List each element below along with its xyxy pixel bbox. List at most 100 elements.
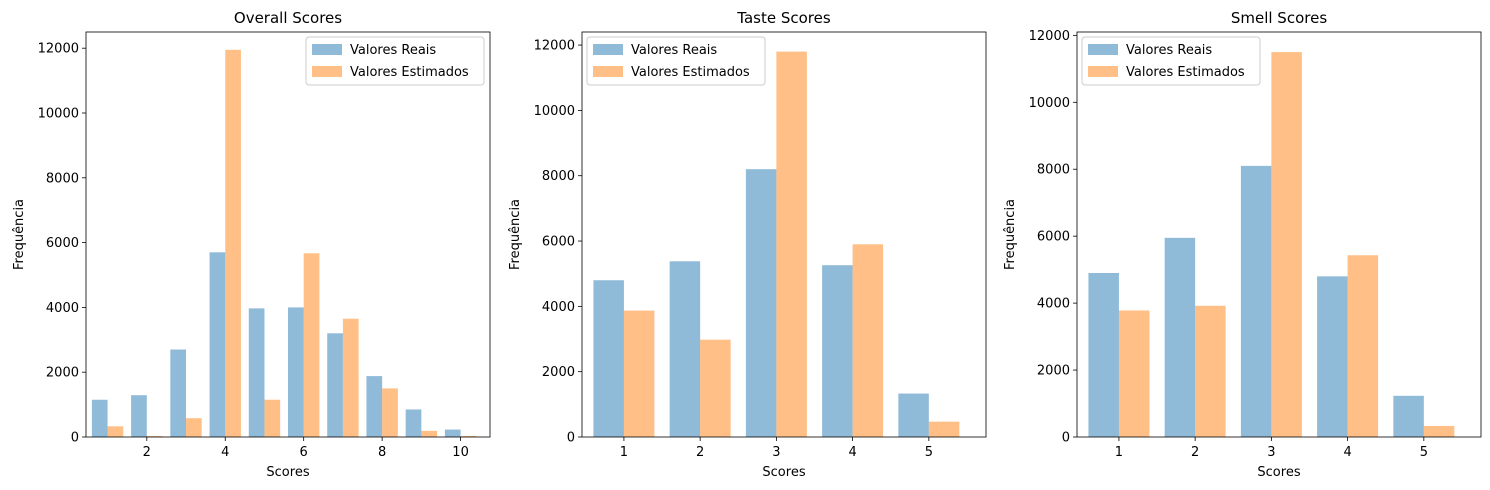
bar-real-7	[327, 333, 343, 437]
y-tick-label: 4000	[1037, 297, 1070, 312]
x-axis-label: Scores	[762, 465, 805, 480]
legend-label-estimated: Valores Estimados	[350, 65, 469, 80]
y-tick-label: 8000	[46, 171, 79, 186]
legend-swatch-estimated	[593, 66, 623, 77]
y-tick-label: 12000	[1029, 29, 1070, 44]
legend-box	[305, 36, 485, 86]
x-tick-label: 3	[772, 445, 780, 460]
x-tick-label: 5	[925, 445, 933, 460]
x-axis-label: Scores	[266, 465, 309, 480]
bar-estimated-5	[928, 421, 960, 437]
bar-estimated-3	[1271, 52, 1302, 437]
legend-swatch-real	[593, 44, 623, 55]
legend-swatch-real	[312, 44, 342, 55]
bar-real-4	[822, 265, 853, 437]
bar-estimated-4	[225, 49, 241, 437]
legend-label-real: Valores Reais	[631, 43, 717, 58]
x-tick-label: 4	[221, 445, 229, 460]
bar-real-1	[1088, 272, 1119, 437]
y-tick-label: 2000	[46, 366, 79, 381]
chart-title: Overall Scores	[234, 9, 342, 27]
y-axis-label: Frequência	[1003, 199, 1018, 270]
axes-frame	[85, 31, 491, 438]
bar-estimated-2	[1195, 305, 1226, 437]
y-tick-label: 0	[71, 431, 79, 446]
chart-title: Smell Scores	[1231, 9, 1327, 27]
bar-real-2	[131, 395, 147, 437]
bar-real-8	[366, 376, 383, 437]
y-tick-label: 6000	[542, 235, 575, 250]
bar-estimated-2	[146, 436, 163, 437]
y-tick-label: 0	[567, 431, 575, 446]
bar-estimated-1	[107, 426, 124, 437]
bar-real-3	[1240, 165, 1272, 437]
bar-estimated-4	[1347, 255, 1379, 437]
bar-estimated-5	[1423, 425, 1455, 437]
bar-estimated-8	[382, 388, 398, 437]
bar-real-2	[1164, 237, 1196, 437]
bar-real-2	[669, 261, 701, 437]
bar-estimated-3	[186, 418, 202, 437]
legend-box	[586, 36, 766, 86]
x-tick-label: 3	[1267, 445, 1275, 460]
legend-swatch-estimated	[312, 66, 342, 77]
legend-box	[1081, 36, 1261, 86]
y-tick-label: 10000	[38, 107, 79, 122]
bar-real-5	[898, 393, 929, 437]
bar-real-6	[288, 307, 304, 437]
y-tick-label: 8000	[542, 169, 575, 184]
y-axis-label: Frequência	[12, 199, 27, 270]
bar-real-1	[593, 280, 624, 437]
bar-real-4	[209, 252, 226, 437]
x-tick-label: 8	[378, 445, 386, 460]
y-tick-label: 12000	[38, 42, 79, 57]
y-tick-label: 4000	[46, 301, 79, 316]
bar-estimated-1	[1118, 310, 1150, 437]
x-tick-label: 5	[1420, 445, 1428, 460]
bar-real-4	[1317, 276, 1348, 437]
x-tick-label: 10	[452, 445, 469, 460]
bar-estimated-6	[303, 253, 320, 437]
y-tick-label: 10000	[534, 104, 575, 119]
legend-label-real: Valores Reais	[1126, 43, 1212, 58]
bar-real-3	[745, 169, 777, 437]
legend: Valores Reais Valores Estimados	[586, 36, 766, 86]
x-tick-label: 6	[300, 445, 308, 460]
axes-frame	[1076, 31, 1482, 438]
y-tick-label: 8000	[1037, 163, 1070, 178]
bar-real-5	[248, 308, 265, 437]
y-tick-label: 2000	[542, 365, 575, 380]
bar-estimated-10	[460, 436, 477, 437]
y-axis-label: Frequência	[508, 199, 523, 270]
x-tick-label: 2	[143, 445, 151, 460]
x-tick-label: 4	[848, 445, 856, 460]
bar-estimated-3	[776, 51, 807, 437]
bar-real-10	[444, 429, 461, 437]
y-tick-label: 4000	[542, 300, 575, 315]
chart-title: Taste Scores	[736, 9, 831, 27]
y-tick-label: 0	[1062, 431, 1070, 446]
bar-estimated-9	[421, 430, 438, 437]
chart-3: 0 2000 4000 6000 8000 10000 12000 1 2 3 4 5 Smell Sc…	[1003, 9, 1482, 480]
bar-estimated-2	[700, 339, 731, 437]
legend-label-estimated: Valores Estimados	[1126, 65, 1245, 80]
y-tick-label: 6000	[46, 236, 79, 251]
bar-real-1	[91, 399, 108, 437]
bar-estimated-1	[623, 310, 655, 437]
x-tick-label: 1	[620, 445, 628, 460]
legend-label-real: Valores Reais	[350, 43, 436, 58]
chart-1: 0 2000 4000 6000 8000 10000 12000 2 4 6 8 10 Overall…	[12, 9, 491, 480]
legend-label-estimated: Valores Estimados	[631, 65, 750, 80]
y-tick-label: 10000	[1029, 96, 1070, 111]
x-tick-label: 4	[1343, 445, 1351, 460]
axes-frame	[581, 31, 987, 438]
legend-swatch-real	[1088, 44, 1118, 55]
legend: Valores Reais Valores Estimados	[1081, 36, 1261, 86]
legend: Valores Reais Valores Estimados	[305, 36, 485, 86]
bar-estimated-4	[852, 244, 884, 437]
chart-2: 0 2000 4000 6000 8000 10000 12000 1 2 3 4 5 Taste Sc…	[508, 9, 987, 480]
bar-estimated-7	[342, 318, 359, 437]
bar-real-5	[1393, 395, 1424, 437]
y-tick-label: 12000	[534, 39, 575, 54]
